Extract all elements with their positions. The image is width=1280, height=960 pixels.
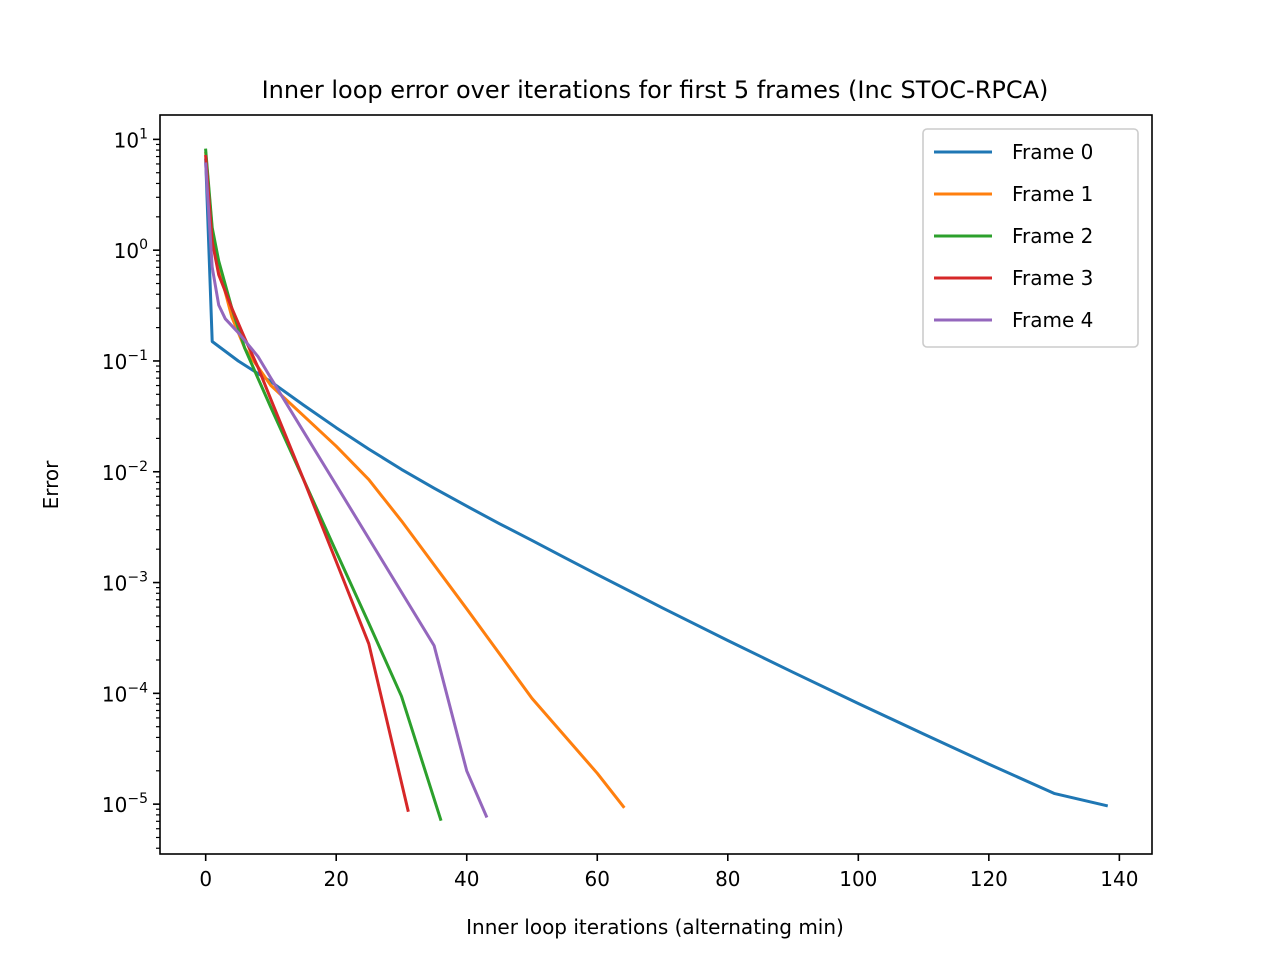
series-line-frame-4 <box>204 162 489 819</box>
legend-label-frame-3: Frame 3 <box>1012 266 1093 290</box>
chart-title: Inner loop error over iterations for fir… <box>262 76 1049 104</box>
legend-label-frame-0: Frame 0 <box>1012 140 1093 164</box>
series-line-frame-3 <box>204 154 410 813</box>
legend-label-frame-1: Frame 1 <box>1012 182 1093 206</box>
x-axis-title: Inner loop iterations (alternating min) <box>466 915 844 939</box>
plot-frame <box>159 114 1153 855</box>
x-tick-label: 80 <box>715 867 740 891</box>
x-tick-label: 60 <box>585 867 610 891</box>
legend-label-frame-4: Frame 4 <box>1012 308 1093 332</box>
x-tick-label: 20 <box>323 867 348 891</box>
legend: Frame 0 Frame 1 Frame 2 Frame 3 Frame 4 <box>922 128 1139 348</box>
series-line-frame-1 <box>204 151 626 809</box>
legend-label-frame-2: Frame 2 <box>1012 224 1093 248</box>
x-tick-label: 40 <box>454 867 479 891</box>
x-tick-label: 120 <box>970 867 1008 891</box>
x-axis: 0 20 40 60 80 100 120 140 <box>199 854 1138 891</box>
series-line-frame-0 <box>204 158 1109 808</box>
series-layer <box>204 148 1109 822</box>
x-tick-label: 100 <box>839 867 877 891</box>
y-axis-title: Error <box>39 460 63 510</box>
x-tick-label: 140 <box>1100 867 1138 891</box>
legend-box <box>922 128 1139 348</box>
x-tick-label: 0 <box>199 867 212 891</box>
series-line-frame-2 <box>204 148 443 822</box>
